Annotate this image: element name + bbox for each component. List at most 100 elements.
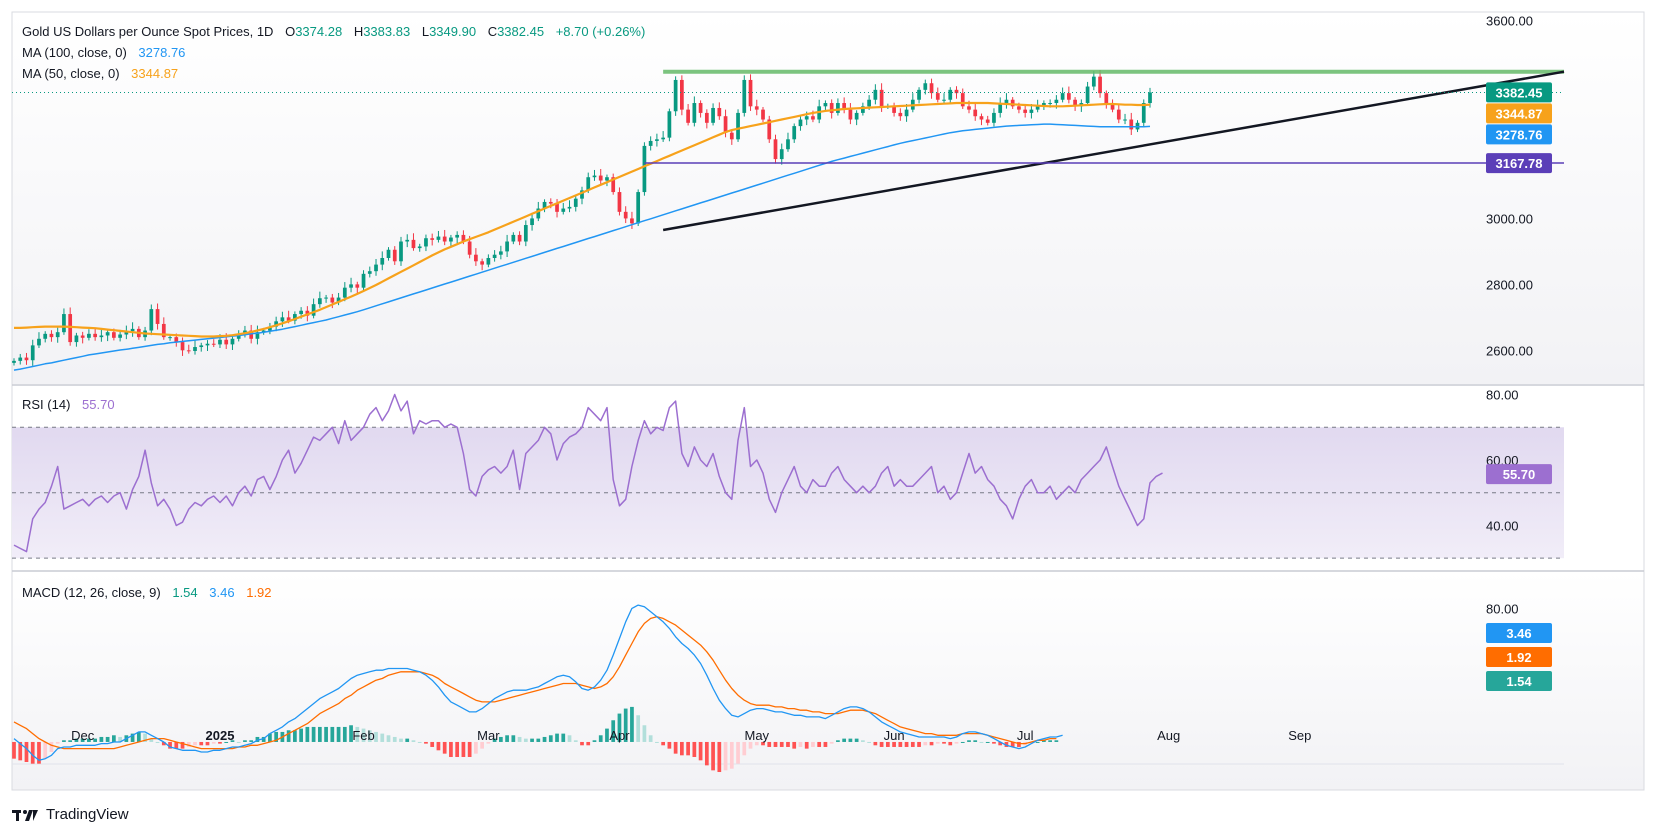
- macd-histogram-bar: [511, 735, 516, 742]
- ma100-value: 3278.76: [138, 45, 185, 60]
- macd-tag-2-bg: [1486, 671, 1552, 691]
- macd-histogram-bar: [430, 741, 435, 747]
- close-label: C: [488, 24, 497, 39]
- macd-histogram-bar: [592, 740, 597, 742]
- macd-signal-line: [13, 616, 1057, 750]
- macd-histogram-bar: [424, 741, 428, 744]
- candle-body: [392, 249, 397, 262]
- macd-v3: 1.92: [246, 585, 271, 600]
- candle-body: [1066, 93, 1071, 100]
- rsi-legend[interactable]: RSI (14) 55.70: [22, 397, 115, 412]
- candle-body: [586, 177, 591, 191]
- candle-body: [24, 357, 29, 361]
- macd-histogram-bar: [555, 733, 559, 742]
- macd-histogram-bar: [399, 738, 403, 742]
- candle-body: [299, 310, 303, 315]
- candle-body: [18, 357, 23, 361]
- candle-body: [667, 111, 672, 138]
- candle-body: [611, 177, 616, 193]
- candle-body: [386, 249, 391, 258]
- macd-histogram-bar: [186, 741, 191, 747]
- candle-body: [417, 246, 422, 249]
- candle-body: [355, 284, 360, 288]
- macd-tag-0: 3.46: [1506, 626, 1531, 641]
- candle-body: [186, 350, 191, 352]
- macd-histogram-bar: [317, 726, 322, 742]
- candle-body: [461, 234, 466, 242]
- candle-body: [112, 332, 116, 338]
- macd-tag-0-bg: [1486, 623, 1552, 643]
- macd-histogram-bar: [748, 741, 753, 749]
- macd-histogram-bar: [224, 741, 229, 743]
- macd-panel: [12, 572, 1644, 790]
- candle-body: [979, 116, 984, 120]
- macd-histogram-bar: [586, 741, 591, 746]
- macd-histogram-bar: [330, 726, 335, 742]
- macd-histogram-bar: [910, 741, 915, 747]
- candle-body: [467, 241, 472, 255]
- price-axis-label: 2600.00: [1486, 343, 1533, 358]
- open-value: 3374.28: [295, 24, 342, 39]
- chart-frame: [11, 11, 1645, 791]
- candle-body: [399, 241, 403, 262]
- macd-histogram-bar: [149, 738, 154, 742]
- candle-body: [480, 261, 484, 265]
- candle-body: [149, 309, 154, 331]
- price-tag-2-bg: [1486, 124, 1552, 145]
- candle-body: [754, 106, 759, 110]
- candle-body: [1091, 76, 1096, 87]
- candle-body: [49, 333, 54, 338]
- candle-body: [93, 333, 98, 338]
- price-tag-1-bg: [1486, 103, 1552, 124]
- price-tag-0: 3382.45: [1496, 85, 1543, 100]
- candle-body: [923, 83, 928, 90]
- macd-histogram-bar: [804, 741, 809, 749]
- macd-histogram-bar: [498, 736, 503, 742]
- ma50-line: [14, 101, 1151, 338]
- macd-histogram-bar: [692, 741, 697, 757]
- macd-histogram-bar: [673, 741, 678, 754]
- candle-body: [374, 264, 378, 272]
- low-label: L: [422, 24, 429, 39]
- candle-body: [523, 225, 528, 242]
- candle-body: [349, 284, 353, 288]
- macd-histogram-bar: [779, 741, 784, 747]
- ma100-legend[interactable]: MA (100, close, 0) 3278.76: [22, 45, 185, 60]
- footer-brand-text: TradingView: [46, 806, 129, 823]
- macd-histogram-bar: [742, 741, 747, 756]
- candle-body: [43, 333, 48, 339]
- macd-histogram-bar: [536, 738, 541, 742]
- candle-body: [823, 103, 828, 107]
- macd-histogram-bar: [1004, 741, 1009, 747]
- macd-legend[interactable]: MACD (12, 26, close, 9) 1.54 3.46 1.92: [22, 585, 272, 600]
- candle-body: [455, 234, 460, 238]
- footer-brand[interactable]: TradingView: [12, 806, 129, 823]
- ma100-label: MA (100, close, 0): [22, 45, 127, 60]
- time-axis-label: Feb: [352, 728, 374, 743]
- macd-histogram-bar: [873, 741, 878, 746]
- time-axis-label: May: [744, 728, 769, 743]
- candle-body: [474, 254, 478, 262]
- candle-body: [442, 236, 447, 242]
- price-panel: [12, 12, 1644, 384]
- time-axis-label: Dec: [71, 728, 95, 743]
- macd-label: MACD (12, 26, close, 9): [22, 585, 161, 600]
- candle-body: [617, 192, 622, 212]
- price-tag-3-bg: [1486, 153, 1552, 174]
- macd-histogram-bar: [942, 741, 946, 744]
- candle-body: [992, 112, 996, 123]
- macd-histogram-bar: [442, 741, 447, 754]
- ma50-legend[interactable]: MA (50, close, 0) 3344.87: [22, 66, 178, 81]
- macd-histogram-bar: [792, 741, 797, 749]
- macd-histogram-bar: [786, 741, 790, 747]
- macd-histogram-bar: [736, 741, 740, 764]
- macd-histogram-bar: [43, 741, 48, 759]
- macd-histogram-bar: [174, 741, 179, 749]
- candle-body: [62, 314, 66, 333]
- macd-histogram-bar: [505, 735, 509, 742]
- candle-body: [1110, 103, 1115, 110]
- macd-histogram-bar: [879, 741, 884, 747]
- macd-histogram-bar: [324, 726, 328, 742]
- macd-histogram-bar: [885, 741, 890, 747]
- macd-histogram-bar: [892, 741, 896, 747]
